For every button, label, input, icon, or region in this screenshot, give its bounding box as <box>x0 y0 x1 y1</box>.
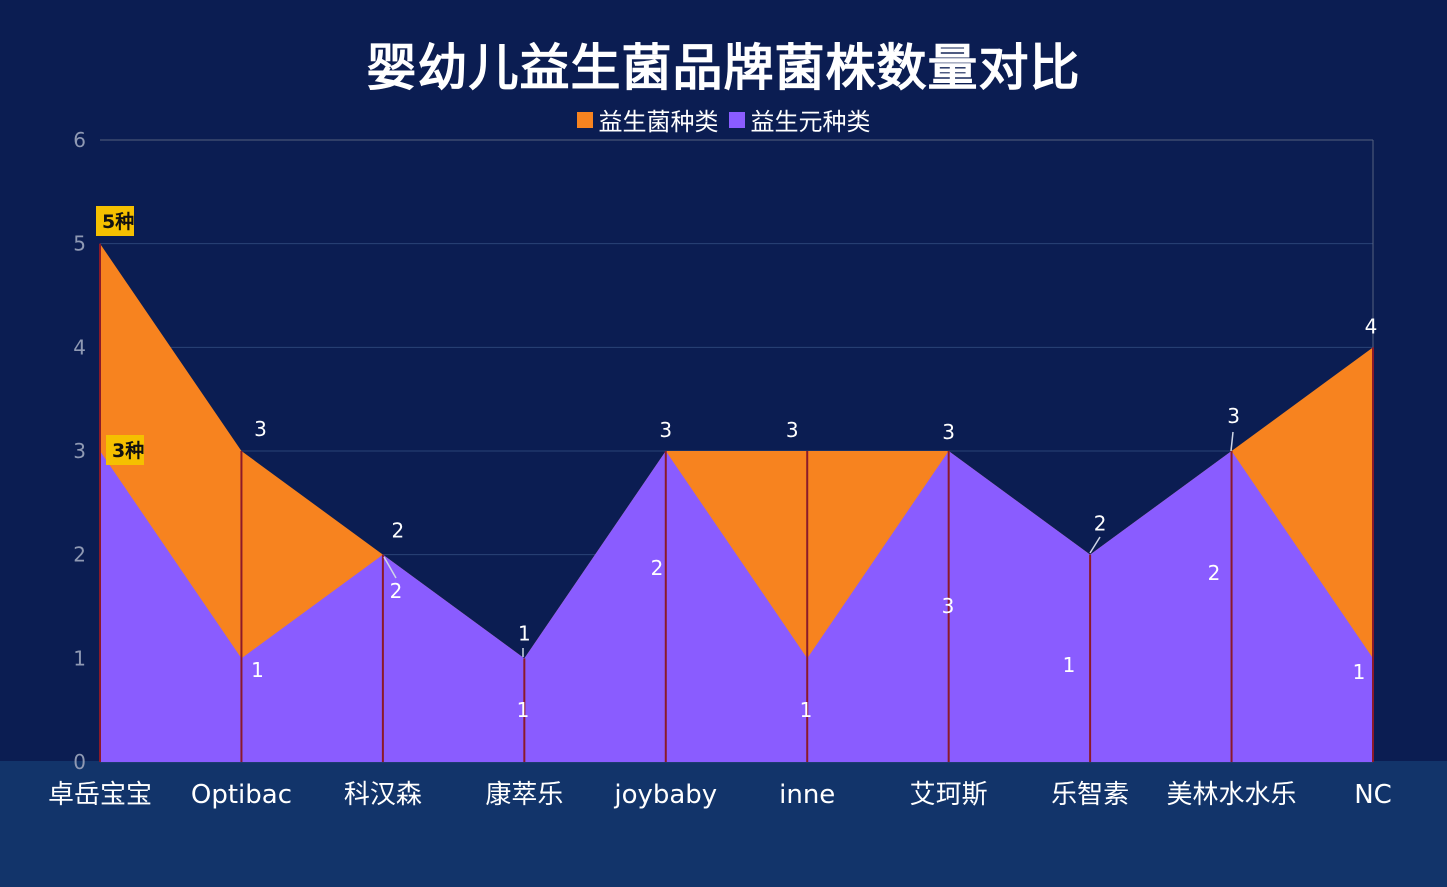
legend-item-prebiotic[interactable]: 益生元种类 <box>728 102 871 137</box>
leader-line <box>383 556 397 579</box>
data-label-prebiotic: 2 <box>390 579 403 603</box>
y-tick-label: 2 <box>73 543 86 567</box>
leader-line <box>1230 431 1234 452</box>
data-label-prebiotic: 1 <box>800 698 813 722</box>
leader-line <box>1089 536 1101 554</box>
data-label-probiotic: 3 <box>786 418 799 442</box>
x-tick-label: NC <box>1354 780 1392 810</box>
data-label-prebiotic-bg <box>106 435 144 465</box>
data-label-probiotic: 3 <box>659 418 672 442</box>
x-tick-label: 美林水水乐 <box>1167 780 1297 810</box>
x-tick-label: 乐智素 <box>1051 780 1129 810</box>
data-label-probiotic: 1 <box>518 621 531 645</box>
series-area-prebiotic <box>100 451 1373 762</box>
data-label-prebiotic: 1 <box>1353 660 1366 684</box>
x-tick-label: inne <box>779 780 835 810</box>
y-tick-label: 0 <box>73 750 86 774</box>
data-label-probiotic: 3 <box>1227 404 1240 428</box>
chart-legend: 益生菌种类 益生元种类 <box>0 102 1447 137</box>
legend-label-probiotic: 益生菌种类 <box>598 108 719 136</box>
data-label-probiotic: 4 <box>1365 314 1378 338</box>
chart-title: 婴幼儿益生菌品牌菌株数量对比 <box>366 38 1081 97</box>
data-label-probiotic: 5种 <box>102 211 134 233</box>
data-label-prebiotic: 3种 <box>112 440 144 462</box>
y-tick-label: 3 <box>73 439 86 463</box>
x-tick-label: 康萃乐 <box>485 780 563 810</box>
data-label-probiotic: 2 <box>392 519 405 543</box>
legend-swatch-probiotic <box>576 111 593 128</box>
y-tick-label: 1 <box>73 646 86 670</box>
x-tick-label: 艾珂斯 <box>910 780 988 810</box>
data-label-prebiotic: 1 <box>517 698 530 722</box>
y-tick-label: 4 <box>73 335 86 359</box>
data-label-prebiotic: 2 <box>1208 561 1221 585</box>
data-label-probiotic: 3 <box>254 417 267 441</box>
x-axis-band <box>0 761 1447 887</box>
x-tick-label: Optibac <box>191 780 292 810</box>
x-tick-label: 卓岳宝宝 <box>48 780 152 810</box>
legend-item-probiotic[interactable]: 益生菌种类 <box>576 102 719 137</box>
data-label-probiotic: 2 <box>1094 512 1107 536</box>
data-label-prebiotic: 2 <box>651 556 664 580</box>
data-label-prebiotic: 1 <box>1063 653 1076 677</box>
legend-swatch-prebiotic <box>728 111 745 128</box>
data-label-prebiotic: 3 <box>942 594 955 618</box>
x-tick-label: 科汉森 <box>344 780 422 810</box>
y-tick-label: 5 <box>73 232 86 256</box>
data-label-prebiotic: 1 <box>251 658 264 682</box>
x-tick-label: joybaby <box>613 780 717 810</box>
y-tick-label: 6 <box>73 128 86 152</box>
data-label-probiotic-bg <box>96 206 134 236</box>
legend-label-prebiotic: 益生元种类 <box>750 108 871 136</box>
data-label-probiotic: 3 <box>942 420 955 444</box>
